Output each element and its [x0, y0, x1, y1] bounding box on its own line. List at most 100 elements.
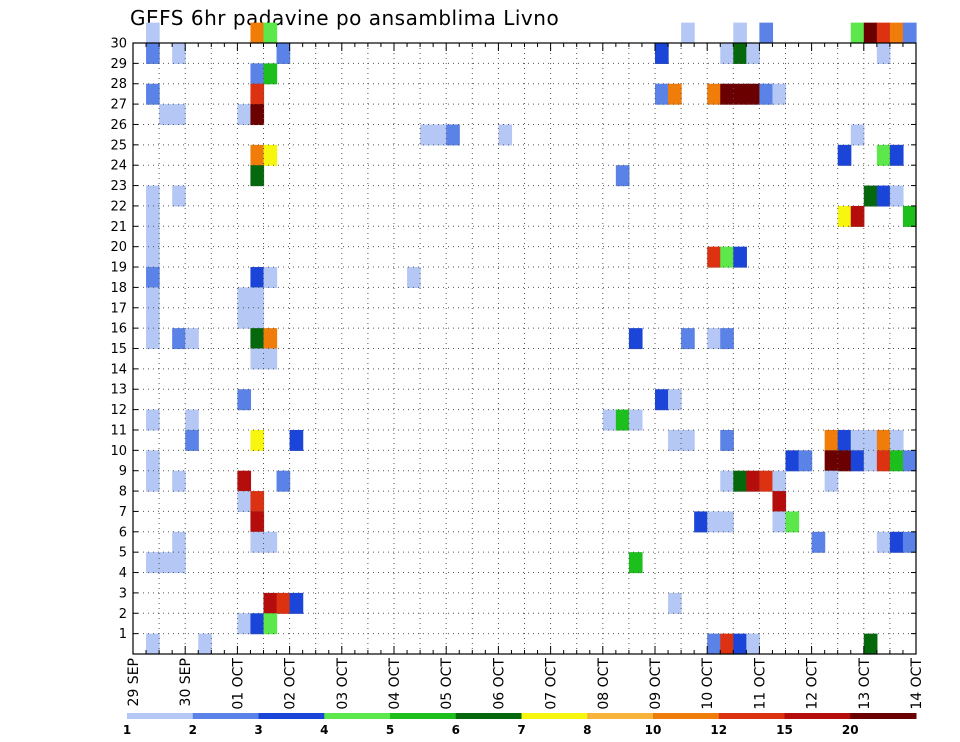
y-tick-label: 24: [110, 159, 127, 174]
heatmap-cell: [250, 491, 265, 513]
y-tick-label: 10: [110, 444, 127, 459]
y-tick-label: 22: [110, 199, 127, 214]
heatmap-cell: [146, 307, 160, 329]
heatmap-cell: [850, 429, 865, 451]
heatmap-cell: [876, 185, 891, 207]
heatmap-cell: [668, 429, 682, 451]
heatmap-cell: [733, 633, 747, 655]
heatmap-cell: [707, 83, 721, 105]
x-tick-label: 01 OCT: [230, 658, 246, 710]
heatmap-cell: [824, 470, 839, 492]
heatmap-cell: [655, 83, 669, 105]
heatmap-cell: [668, 83, 682, 105]
heatmap-cell: [615, 165, 630, 187]
x-tick-label: 07 OCT: [544, 658, 560, 710]
y-tick-label: 21: [110, 220, 127, 235]
legend-level-label: 5: [386, 723, 394, 737]
y-tick-label: 17: [110, 301, 127, 316]
heatmap-cell: [263, 144, 278, 166]
y-tick-label: 5: [119, 546, 127, 561]
y-tick-label: 20: [110, 240, 127, 255]
heatmap-cell: [146, 22, 160, 44]
y-tick-label: 3: [119, 586, 127, 601]
chart-title: GEFS 6hr padavine po ansamblima Livno: [130, 6, 560, 30]
heatmap-cell: [146, 470, 160, 492]
heatmap-cell: [146, 328, 160, 350]
heatmap-cell: [720, 43, 734, 64]
legend-level-label: 12: [710, 723, 727, 737]
heatmap-cell: [498, 124, 513, 146]
heatmap-cell: [720, 633, 734, 655]
heatmap-cell: [420, 124, 434, 146]
x-tick-label: 10 OCT: [700, 658, 716, 710]
y-tick-label: 28: [110, 77, 127, 92]
heatmap-cell: [237, 307, 252, 329]
heatmap-cell: [889, 429, 904, 451]
heatmap-cell: [250, 287, 265, 309]
heatmap-cell: [876, 144, 891, 166]
y-tick-label: 9: [119, 464, 127, 479]
heatmap-cell: [276, 470, 291, 492]
heatmap-cell: [720, 328, 734, 350]
y-tick-label: 27: [110, 98, 127, 113]
heatmap-cell: [250, 531, 265, 553]
heatmap-cell: [876, 450, 891, 472]
heatmap-cell: [237, 389, 252, 411]
heatmap-cell: [837, 450, 852, 472]
heatmap-cell: [250, 613, 265, 635]
legend-color-swatch: [258, 713, 325, 719]
heatmap-cell: [837, 144, 852, 166]
legend-color-swatch: [455, 713, 522, 719]
heatmap-cell: [172, 104, 186, 126]
heatmap-cell: [628, 552, 643, 574]
heatmap-cell: [146, 450, 160, 472]
heatmap-cell: [798, 450, 813, 472]
heatmap-cell: [146, 409, 160, 431]
legend-color-swatch: [324, 713, 391, 719]
heatmap-cell: [655, 43, 669, 64]
heatmap-cell: [250, 348, 265, 370]
heatmap-cell: [876, 531, 891, 553]
x-tick-label: 02 OCT: [283, 658, 299, 710]
heatmap-cell: [263, 531, 278, 553]
heatmap-cell: [850, 124, 865, 146]
heatmap-cell: [772, 511, 787, 533]
x-tick-label: 30 SEP: [178, 658, 194, 706]
heatmap-cell: [250, 511, 265, 533]
heatmap-cell: [876, 43, 891, 64]
heatmap-cell: [733, 470, 747, 492]
heatmap-cell: [289, 429, 304, 451]
heatmap-cell: [146, 185, 160, 207]
heatmap-cell: [237, 613, 252, 635]
heatmap-cell: [824, 450, 839, 472]
heatmap-cell: [146, 226, 160, 248]
heatmap-cell: [746, 83, 760, 105]
heatmap-cell: [263, 328, 278, 350]
heatmap-cell: [250, 429, 265, 451]
heatmap-cell: [681, 429, 695, 451]
heatmap-cell: [668, 389, 682, 411]
y-tick-label: 15: [110, 342, 127, 357]
x-tick-label: 14 OCT: [909, 658, 925, 710]
heatmap-cell: [850, 22, 865, 44]
heatmap-cell: [263, 63, 278, 85]
heatmap-cell: [707, 511, 721, 533]
legend-color-swatch: [718, 713, 785, 719]
legend-level-label: 4: [320, 723, 328, 737]
x-tick-label: 05 OCT: [439, 658, 455, 710]
heatmap-cell: [863, 22, 878, 44]
heatmap-cell: [237, 287, 252, 309]
legend-level-label: 10: [645, 723, 662, 737]
heatmap-cell: [172, 43, 186, 64]
y-tick-label: 6: [119, 525, 127, 540]
heatmap-cell: [902, 22, 917, 44]
heatmap-cell: [720, 429, 734, 451]
heatmap-cell: [733, 22, 747, 44]
heatmap-cell: [250, 83, 265, 105]
legend-color-swatch: [192, 713, 259, 719]
heatmap-cell: [276, 43, 291, 64]
heatmap-cell: [733, 246, 747, 268]
heatmap-cell: [146, 43, 160, 64]
heatmap-cell: [407, 267, 421, 288]
x-tick-label: 03 OCT: [335, 658, 351, 710]
